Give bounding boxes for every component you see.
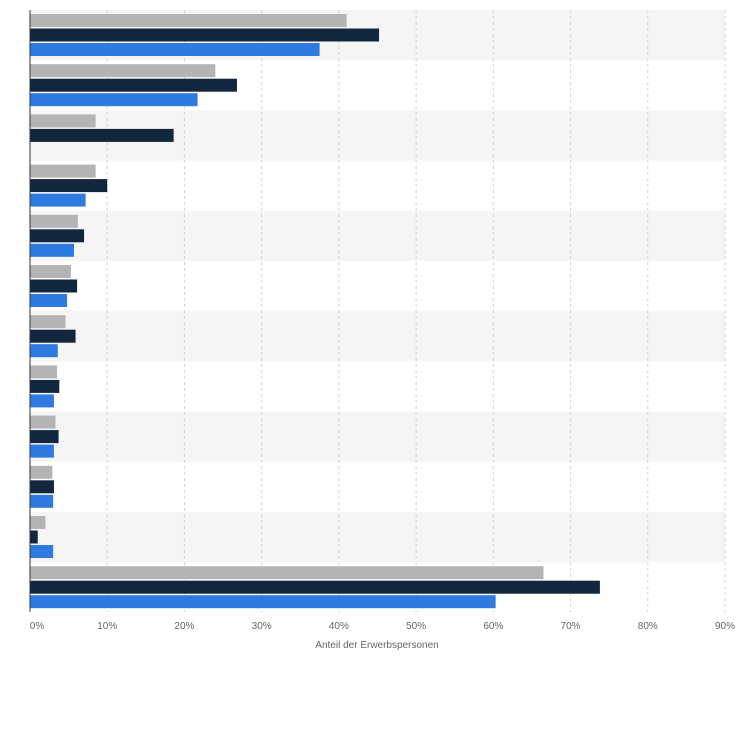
x-tick-label: 80%: [638, 621, 658, 632]
bar-series-2: [30, 279, 78, 293]
bar-series-2: [30, 329, 76, 343]
bar-series-2: [30, 128, 174, 142]
x-tick-label: 70%: [561, 621, 581, 632]
x-tick-label: 40%: [329, 621, 349, 632]
bar-series-1: [30, 265, 71, 278]
bar-series-2: [30, 379, 60, 393]
bar-series-1: [30, 164, 96, 178]
category-band: [30, 210, 725, 261]
bar-series-2: [30, 28, 380, 42]
x-tick-label: 30%: [252, 621, 272, 632]
bar-series-3: [30, 43, 320, 56]
bar-series-1: [30, 214, 78, 228]
bar-series-2: [30, 530, 38, 544]
bar-series-1: [30, 365, 58, 379]
bar-series-1: [30, 315, 66, 329]
bar-series-3: [30, 494, 54, 508]
bar-series-3: [30, 595, 496, 609]
category-band: [30, 411, 725, 462]
bar-series-3: [30, 93, 198, 107]
bar-series-3: [30, 394, 54, 408]
x-tick-label: 60%: [483, 621, 503, 632]
bar-series-3: [30, 193, 86, 207]
x-tick-label: 0%: [30, 621, 45, 632]
bar-series-2: [30, 229, 85, 243]
bar-series-1: [30, 566, 544, 580]
bars: [30, 14, 600, 609]
bar-series-2: [30, 480, 54, 494]
category-band: [30, 311, 725, 362]
bar-series-1: [30, 465, 53, 479]
bar-series-3: [30, 545, 54, 558]
bar-series-1: [30, 64, 216, 78]
x-axis-title: Anteil der Erwerbspersonen: [315, 640, 438, 651]
x-tick-labels: 0% 10% 20% 30% 40% 50% 60% 70% 80% 90%: [30, 621, 735, 632]
x-tick-label: 10%: [97, 621, 117, 632]
gridlines: [106, 10, 726, 612]
bar-series-1: [30, 516, 46, 529]
bar-series-3: [30, 243, 75, 257]
x-tick-label: 50%: [406, 621, 426, 632]
bar-series-3: [30, 294, 68, 307]
bar-series-1: [30, 415, 56, 429]
bar-series-2: [30, 78, 237, 92]
x-tick-label: 20%: [174, 621, 194, 632]
bar-series-3: [30, 344, 58, 358]
bar-series-1: [30, 14, 347, 27]
bar-series-1: [30, 114, 96, 128]
x-tick-label: 90%: [715, 621, 735, 632]
bar-series-2: [30, 430, 59, 444]
bar-series-3: [30, 444, 54, 458]
bar-series-2: [30, 580, 600, 594]
category-band: [30, 512, 725, 563]
bar-series-2: [30, 179, 108, 193]
category-bands: [30, 10, 725, 563]
